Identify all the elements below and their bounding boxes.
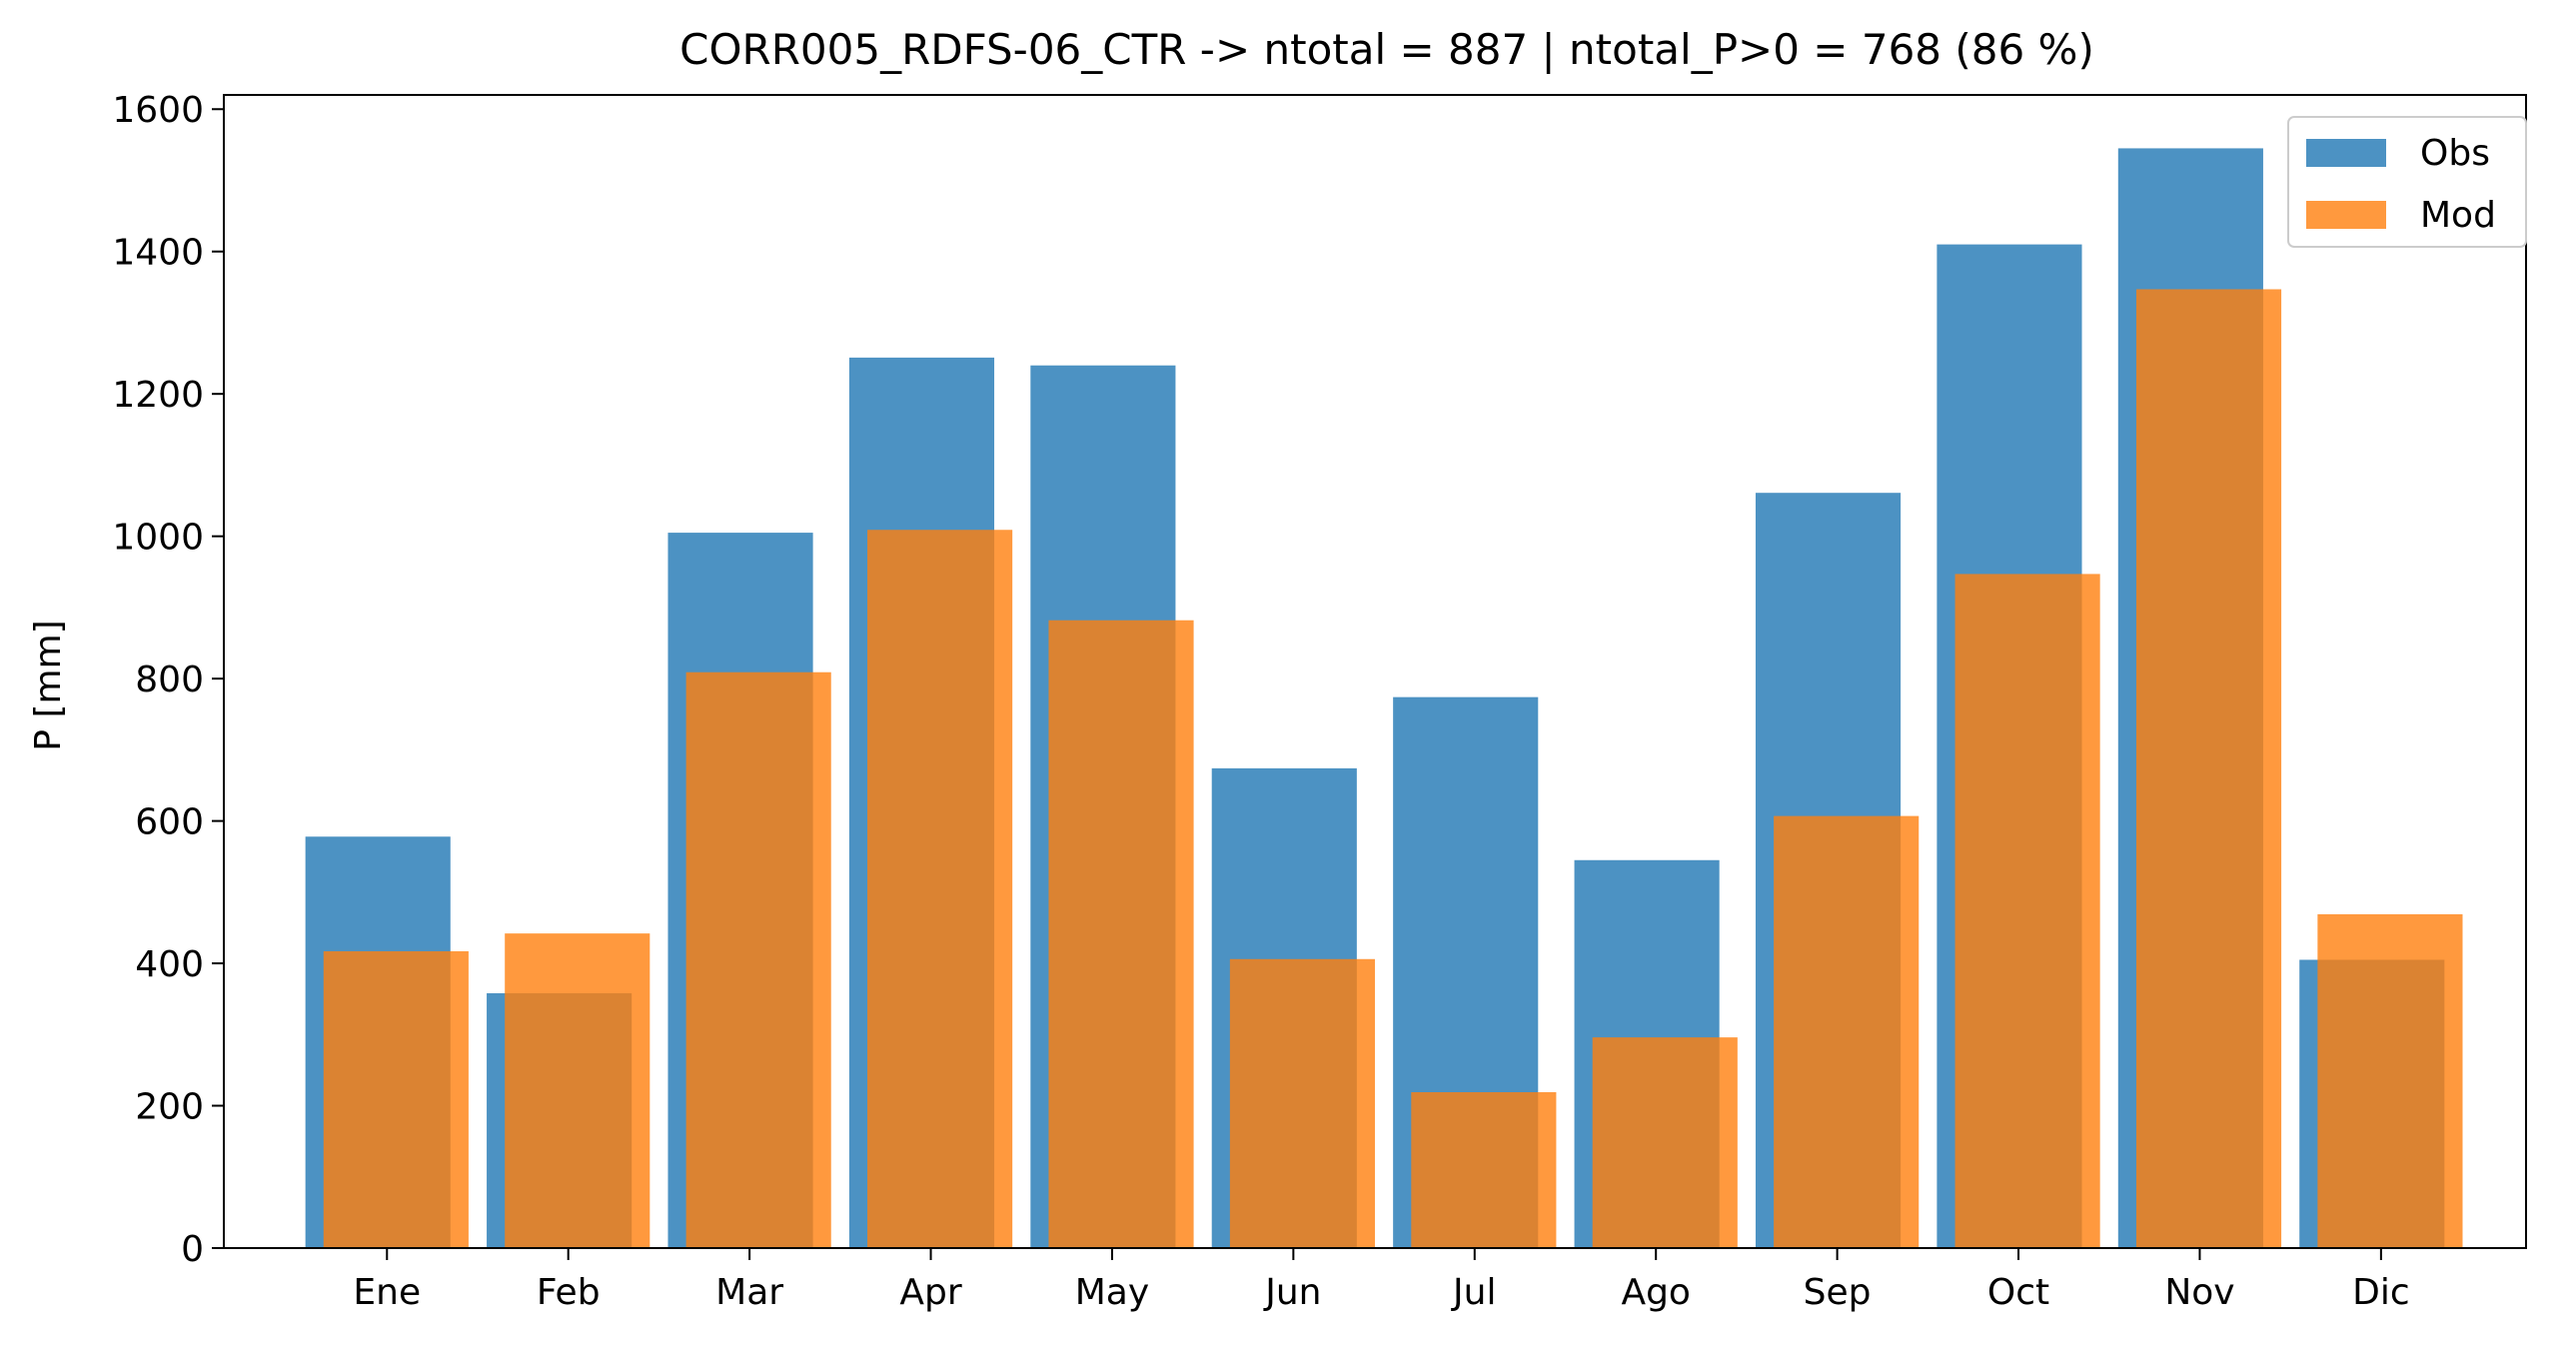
bar-mod-oct xyxy=(1954,574,2100,1248)
x-tick-label-dic: Dic xyxy=(2352,1272,2410,1313)
y-tick-label: 800 xyxy=(135,660,204,700)
x-tick-label-jun: Jun xyxy=(1263,1272,1321,1313)
bar-mod-feb xyxy=(505,933,650,1248)
bar-mod-jul xyxy=(1411,1091,1557,1248)
axes-frame xyxy=(223,94,2527,1249)
x-tick-label-feb: Feb xyxy=(537,1272,601,1313)
bar-mod-may xyxy=(1048,620,1194,1248)
legend: Obs Mod xyxy=(2287,116,2527,248)
y-tick-label: 1400 xyxy=(112,233,204,274)
bar-mod-sep xyxy=(1774,815,1920,1248)
bar-mod-nov xyxy=(2135,289,2282,1249)
plot-area: 0 200 400 600 800 1000 1200 1400 1600 Ene Feb Mar Ap… xyxy=(112,90,2527,1313)
x-tick-label-mar: Mar xyxy=(715,1272,783,1313)
x-tick-label-sep: Sep xyxy=(1804,1272,1872,1313)
y-tick-label: 1200 xyxy=(112,375,204,416)
x-tick-label-apr: Apr xyxy=(899,1272,961,1313)
bar-mod-mar xyxy=(685,672,831,1248)
series-mod xyxy=(323,289,2463,1249)
chart-title: CORR005_RDFS-06_CTR -> ntotal = 887 | nt… xyxy=(679,25,2094,74)
x-tick-label-jul: Jul xyxy=(1451,1272,1496,1313)
x-tick-label-ago: Ago xyxy=(1621,1272,1691,1313)
legend-label-mod: Mod xyxy=(2420,195,2496,236)
legend-swatch-obs xyxy=(2306,139,2386,167)
bar-mod-ago xyxy=(1592,1037,1738,1248)
x-tick-label-nov: Nov xyxy=(2164,1272,2234,1313)
y-tick-label: 1000 xyxy=(112,518,204,559)
bar-mod-ene xyxy=(323,950,469,1248)
y-tick-label: 600 xyxy=(135,802,204,843)
legend-label-obs: Obs xyxy=(2420,133,2490,174)
x-axis: Ene Feb Mar Apr May Jun Jul Ago Sep Oct Nov Dic xyxy=(353,1248,2410,1313)
y-tick-label: 400 xyxy=(135,944,204,985)
x-tick-label-may: May xyxy=(1075,1272,1149,1313)
bar-mod-apr xyxy=(867,530,1013,1248)
y-tick-label: 200 xyxy=(135,1087,204,1128)
bar-mod-jun xyxy=(1229,958,1375,1248)
bar-mod-dic xyxy=(2317,913,2463,1248)
y-axis-label: P [mm] xyxy=(28,620,69,750)
y-tick-label: 1600 xyxy=(112,90,204,131)
legend-swatch-mod xyxy=(2306,201,2386,229)
x-tick-label-ene: Ene xyxy=(353,1272,421,1313)
y-tick-label: 0 xyxy=(181,1229,204,1270)
y-axis: 0 200 400 600 800 1000 1200 1400 1600 xyxy=(112,90,224,1270)
x-tick-label-oct: Oct xyxy=(1987,1272,2049,1313)
